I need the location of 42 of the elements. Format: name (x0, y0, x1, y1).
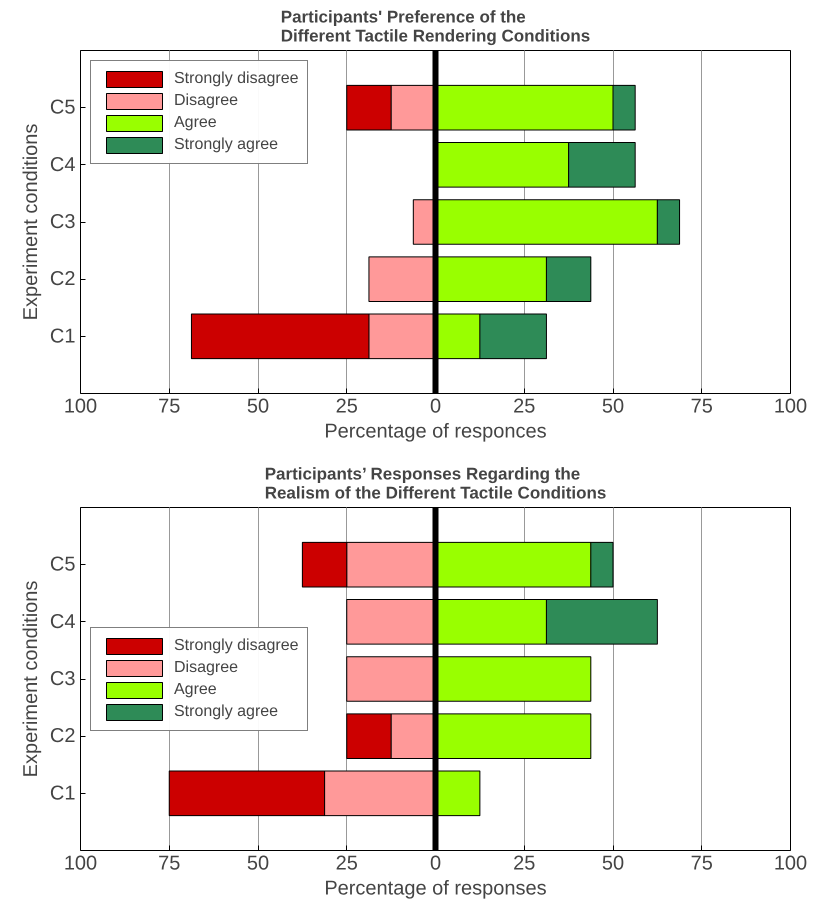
chart-title: Participants’ Responses Regarding the Realism of the Different Tactile Conditions (264, 464, 606, 502)
x-tick-label: 0 (430, 396, 442, 418)
x-tick-label: 100 (64, 852, 98, 874)
x-tick-label: 75 (158, 396, 180, 418)
x-tick-label: 50 (602, 852, 624, 874)
legend-label: Agree (174, 114, 217, 132)
y-tick-label: C5 (50, 554, 76, 576)
legend-label: Disagree (174, 92, 238, 110)
x-tick-label: 25 (513, 396, 536, 418)
x-tick-label: 25 (336, 396, 358, 418)
x-tick-label: 50 (246, 396, 270, 418)
y-axis-title: Experiment conditions (20, 580, 42, 778)
x-tick-label: 25 (336, 852, 358, 874)
x-tick-label: 75 (690, 396, 713, 418)
x-tick-label: 0 (430, 852, 442, 874)
legend-label: Strongly agree (174, 702, 278, 720)
x-tick-label: 50 (246, 852, 270, 874)
x-tick-label: 100 (774, 396, 808, 418)
legend-label: Disagree (174, 658, 238, 676)
chart-title: Participants' Preference of the Different Tactile Rendering Conditions (280, 8, 590, 46)
y-axis-title: Experiment conditions (20, 124, 42, 320)
legend-label: Strongly disagree (174, 70, 299, 88)
x-tick-label: 50 (602, 396, 624, 418)
y-tick-label: C1 (50, 325, 76, 348)
x-tick-label: 75 (690, 852, 713, 874)
x-tick-label: 100 (774, 852, 808, 874)
y-tick-label: C3 (50, 668, 76, 690)
y-tick-label: C2 (50, 725, 76, 748)
y-tick-label: C3 (50, 211, 76, 233)
y-tick-label: C4 (50, 610, 76, 633)
y-tick-label: C5 (50, 96, 76, 119)
legend-label: Strongly disagree (174, 636, 299, 654)
x-tick-label: 100 (64, 396, 98, 418)
x-axis-title: Percentage of responses (324, 878, 547, 900)
legend-label: Strongly agree (174, 136, 278, 154)
y-tick-label: C2 (50, 268, 76, 290)
x-axis-title: Percentage of responces (324, 420, 547, 442)
y-tick-label: C4 (50, 154, 76, 176)
legend-label: Agree (174, 680, 217, 698)
x-tick-label: 25 (513, 852, 536, 874)
x-tick-label: 75 (158, 852, 180, 874)
y-tick-label: C1 (50, 782, 76, 804)
